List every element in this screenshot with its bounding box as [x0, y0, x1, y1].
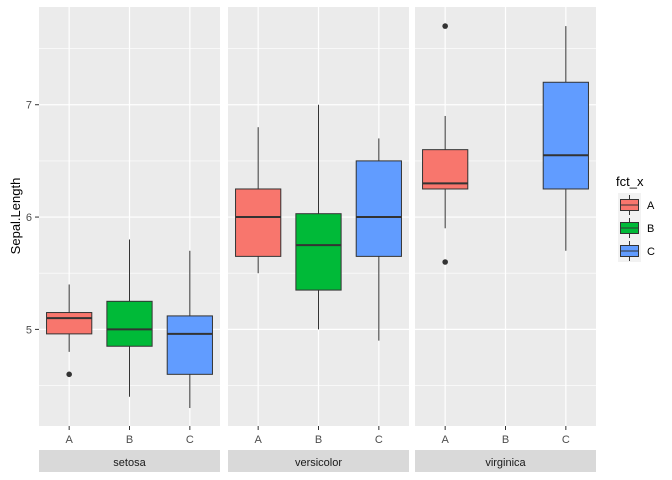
- strip-label-versicolor: versicolor: [295, 457, 342, 469]
- strip-label-setosa: setosa: [113, 457, 146, 469]
- outlier-point: [442, 259, 448, 265]
- y-tick-label: 5: [26, 324, 32, 336]
- legend-label: B: [647, 223, 654, 235]
- box-body: [542, 81, 589, 190]
- x-tick-label: C: [186, 434, 194, 446]
- box-body: [106, 300, 153, 347]
- y-tick-label: 6: [26, 212, 32, 224]
- strip-label-virginica: virginica: [485, 457, 526, 469]
- outlier-point: [442, 23, 448, 29]
- box-versicolor-B: [295, 104, 342, 330]
- box-setosa-A: [46, 284, 93, 378]
- x-tick-label: A: [65, 434, 73, 446]
- box-body: [295, 213, 342, 291]
- strip-background: [39, 450, 220, 472]
- box-setosa-C: [166, 250, 213, 409]
- legend-entry-A: A: [620, 195, 655, 215]
- legend-entry-C: C: [620, 241, 655, 261]
- strip-background: [415, 450, 596, 472]
- x-tick-label: A: [441, 434, 449, 446]
- legend-title: fct_x: [616, 174, 644, 189]
- outlier-point: [66, 371, 72, 378]
- strip-background: [228, 450, 409, 472]
- box-virginica-C: [542, 26, 589, 251]
- box-versicolor-A: [235, 127, 282, 274]
- box-body: [166, 315, 213, 375]
- box-body: [355, 160, 402, 257]
- box-body: [46, 312, 93, 335]
- x-tick-label: C: [375, 434, 383, 446]
- y-tick-label: 7: [26, 100, 32, 112]
- x-tick-label: B: [126, 434, 133, 446]
- box-body: [235, 188, 282, 257]
- legend-label: A: [647, 200, 655, 212]
- x-tick-label: B: [502, 434, 509, 446]
- x-tick-label: C: [562, 434, 570, 446]
- legend: fct_x ABC: [616, 174, 655, 262]
- x-tick-label: A: [254, 434, 262, 446]
- x-tick-label: B: [315, 434, 322, 446]
- box-versicolor-C: [355, 138, 402, 341]
- legend-label: C: [647, 246, 655, 258]
- legend-entry-B: B: [620, 218, 654, 238]
- box-setosa-B: [106, 239, 153, 397]
- box-virginica-A: [422, 23, 469, 265]
- y-axis-label: Sepal.Length: [8, 178, 23, 255]
